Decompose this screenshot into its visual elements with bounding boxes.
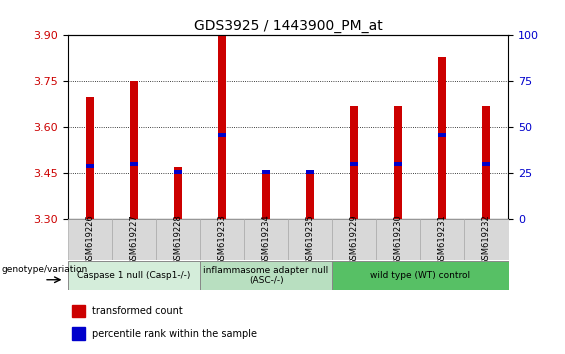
Bar: [174, 170, 182, 174]
Text: inflammasome adapter null
(ASC-/-): inflammasome adapter null (ASC-/-): [203, 266, 329, 285]
Bar: [262, 170, 270, 174]
Bar: [130, 81, 138, 219]
Bar: [438, 133, 446, 137]
Bar: [130, 162, 138, 166]
Bar: [174, 167, 182, 219]
Bar: [350, 162, 358, 166]
Bar: [306, 172, 314, 219]
Bar: [483, 106, 490, 219]
Text: GSM619228: GSM619228: [173, 215, 182, 265]
Bar: [86, 164, 94, 168]
Text: GSM619234: GSM619234: [262, 215, 271, 265]
Bar: [306, 170, 314, 174]
Bar: [350, 106, 358, 219]
FancyBboxPatch shape: [332, 261, 508, 290]
FancyBboxPatch shape: [464, 219, 508, 260]
Bar: [218, 133, 226, 137]
Text: transformed count: transformed count: [92, 306, 183, 316]
Bar: [86, 97, 94, 219]
Text: GSM619226: GSM619226: [85, 215, 94, 265]
FancyBboxPatch shape: [332, 219, 376, 260]
Bar: [394, 106, 402, 219]
Text: Caspase 1 null (Casp1-/-): Caspase 1 null (Casp1-/-): [77, 271, 190, 280]
FancyBboxPatch shape: [200, 219, 244, 260]
Bar: [394, 162, 402, 166]
Text: GSM619235: GSM619235: [306, 215, 315, 265]
FancyBboxPatch shape: [420, 219, 464, 260]
Text: wild type (WT) control: wild type (WT) control: [370, 271, 471, 280]
Text: GSM619231: GSM619231: [438, 215, 447, 265]
Bar: [438, 57, 446, 219]
FancyBboxPatch shape: [156, 219, 200, 260]
FancyBboxPatch shape: [200, 261, 332, 290]
Bar: [218, 35, 226, 219]
FancyBboxPatch shape: [288, 219, 332, 260]
Text: genotype/variation: genotype/variation: [1, 265, 88, 274]
Text: GSM619229: GSM619229: [350, 215, 359, 265]
Text: GSM619232: GSM619232: [482, 215, 491, 265]
FancyBboxPatch shape: [244, 219, 288, 260]
Text: GSM619227: GSM619227: [129, 215, 138, 265]
Title: GDS3925 / 1443900_PM_at: GDS3925 / 1443900_PM_at: [194, 19, 383, 33]
Text: GSM619230: GSM619230: [394, 215, 403, 265]
Text: percentile rank within the sample: percentile rank within the sample: [92, 329, 257, 339]
Bar: [483, 162, 490, 166]
FancyBboxPatch shape: [68, 219, 112, 260]
FancyBboxPatch shape: [112, 219, 156, 260]
FancyBboxPatch shape: [68, 261, 200, 290]
FancyBboxPatch shape: [376, 219, 420, 260]
Text: GSM619233: GSM619233: [218, 215, 227, 265]
Bar: [262, 170, 270, 219]
Bar: [72, 305, 85, 317]
Bar: [72, 327, 85, 339]
